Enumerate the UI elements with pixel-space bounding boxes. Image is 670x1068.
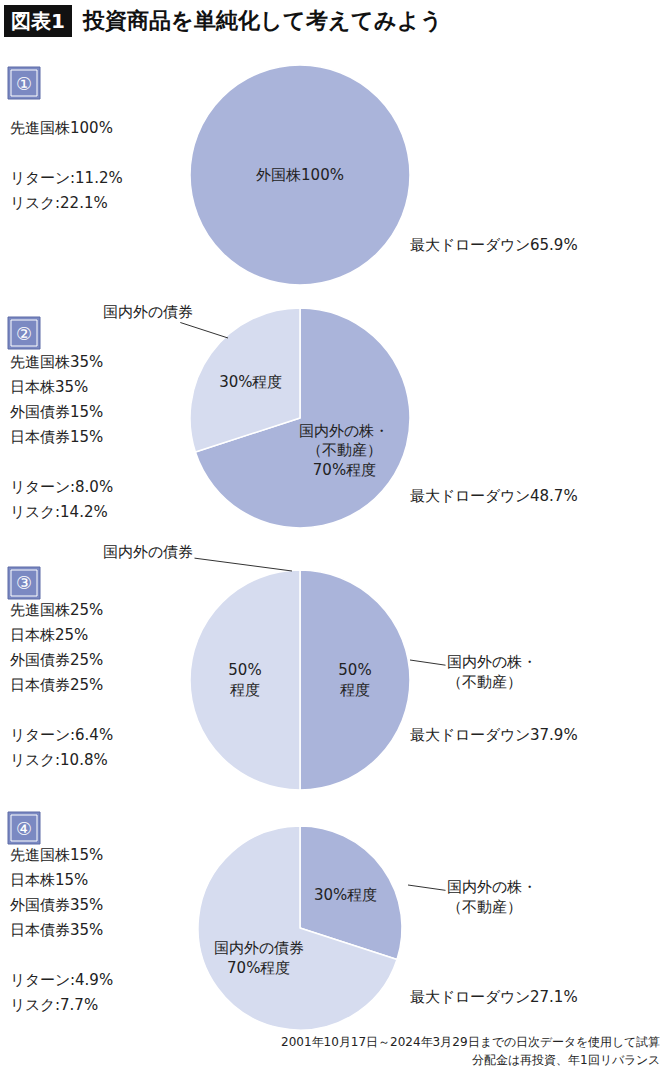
svg-text:リターン:8.0%: リターン:8.0% xyxy=(10,478,113,496)
svg-text:最大ドローダウン65.9%: 最大ドローダウン65.9% xyxy=(410,236,578,254)
svg-text:分配金は再投資、年1回リバランス: 分配金は再投資、年1回リバランス xyxy=(472,1053,660,1067)
svg-text:①: ① xyxy=(16,73,32,94)
svg-text:50%程度: 50%程度 xyxy=(228,661,261,699)
svg-text:日本債券35%: 日本債券35% xyxy=(10,921,103,939)
svg-text:30%程度: 30%程度 xyxy=(314,886,377,904)
svg-text:リターン:6.4%: リターン:6.4% xyxy=(10,726,113,744)
svg-text:30%程度: 30%程度 xyxy=(219,373,282,391)
svg-text:先進国株15%: 先進国株15% xyxy=(10,846,103,864)
svg-text:リスク:10.8%: リスク:10.8% xyxy=(10,751,108,769)
svg-text:日本株25%: 日本株25% xyxy=(10,626,88,644)
svg-text:日本債券15%: 日本債券15% xyxy=(10,428,103,446)
svg-text:外国債券25%: 外国債券25% xyxy=(10,651,103,669)
svg-text:最大ドローダウン37.9%: 最大ドローダウン37.9% xyxy=(410,726,578,744)
svg-text:外国債券15%: 外国債券15% xyxy=(10,403,103,421)
svg-text:50%程度: 50%程度 xyxy=(338,661,371,699)
svg-text:国内外の債券: 国内外の債券 xyxy=(103,543,193,561)
svg-text:国内外の債券70%程度: 国内外の債券70%程度 xyxy=(214,939,304,977)
svg-text:最大ドローダウン48.7%: 最大ドローダウン48.7% xyxy=(410,487,578,505)
svg-text:2001年10月17日～2024年3月29日までの日次データ: 2001年10月17日～2024年3月29日までの日次データを使用して試算 xyxy=(281,1035,660,1049)
svg-text:③: ③ xyxy=(16,572,32,593)
svg-text:国内外の株・（不動産）: 国内外の株・（不動産） xyxy=(447,653,537,691)
svg-text:日本株35%: 日本株35% xyxy=(10,378,88,396)
svg-text:先進国株25%: 先進国株25% xyxy=(10,601,103,619)
svg-text:外国株100%: 外国株100% xyxy=(256,166,344,184)
svg-text:リターン:4.9%: リターン:4.9% xyxy=(10,971,113,989)
svg-text:日本株15%: 日本株15% xyxy=(10,871,88,889)
svg-text:投資商品を単純化して考えてみよう: 投資商品を単純化して考えてみよう xyxy=(82,8,443,33)
svg-text:リスク:14.2%: リスク:14.2% xyxy=(10,503,108,521)
svg-text:国内外の株・（不動産）70%程度: 国内外の株・（不動産）70%程度 xyxy=(299,422,389,479)
svg-text:リスク:22.1%: リスク:22.1% xyxy=(10,194,108,212)
svg-text:日本債券25%: 日本債券25% xyxy=(10,676,103,694)
svg-text:④: ④ xyxy=(16,818,32,839)
svg-text:先進国株35%: 先進国株35% xyxy=(10,353,103,371)
svg-text:最大ドローダウン27.1%: 最大ドローダウン27.1% xyxy=(410,988,578,1006)
svg-text:リスク:7.7%: リスク:7.7% xyxy=(10,996,98,1014)
svg-text:国内外の株・（不動産）: 国内外の株・（不動産） xyxy=(447,878,537,916)
svg-text:外国債券35%: 外国債券35% xyxy=(10,896,103,914)
svg-text:先進国株100%: 先進国株100% xyxy=(10,119,113,137)
svg-text:国内外の債券: 国内外の債券 xyxy=(103,303,193,321)
svg-text:②: ② xyxy=(16,323,32,344)
svg-text:リターン:11.2%: リターン:11.2% xyxy=(10,169,123,187)
svg-text:図表1: 図表1 xyxy=(11,9,65,33)
